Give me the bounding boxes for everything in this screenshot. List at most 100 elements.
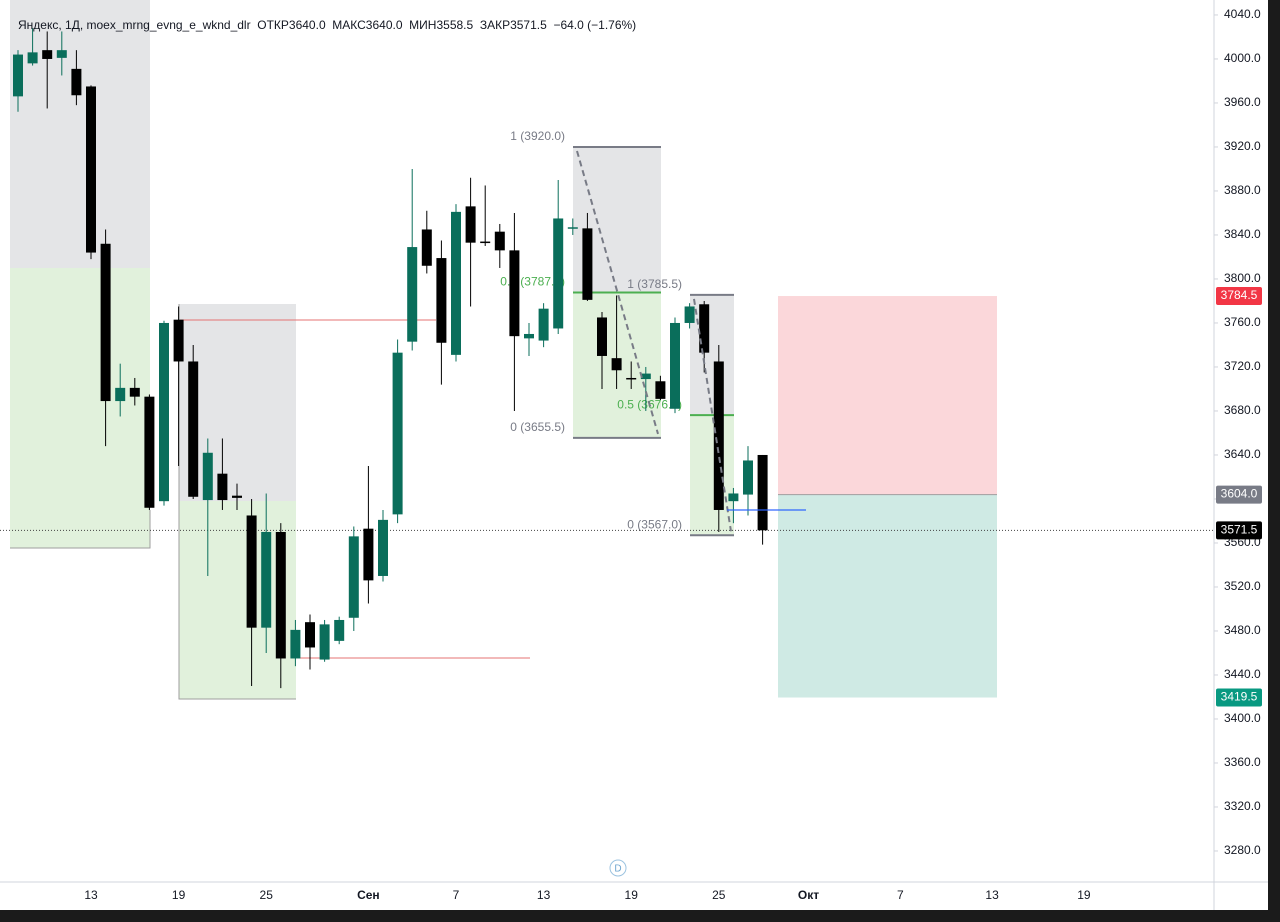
candle-body xyxy=(451,211,461,355)
y-tick-label: 4040.0 xyxy=(1224,7,1261,21)
candle-body xyxy=(713,361,724,510)
candle-body xyxy=(348,536,359,618)
candle-body xyxy=(217,473,228,501)
y-tick-label: 3960.0 xyxy=(1224,95,1261,109)
price-tag-label: 3571.5 xyxy=(1221,522,1258,536)
x-tick-label: 13 xyxy=(84,888,98,902)
price-tag-label: 3784.5 xyxy=(1221,288,1258,302)
y-tick-label: 3680.0 xyxy=(1224,403,1261,417)
candle-body xyxy=(655,381,666,399)
candle-body xyxy=(611,358,622,371)
y-tick-label: 3640.0 xyxy=(1224,447,1261,461)
price-tag xyxy=(1216,688,1262,707)
candle-body xyxy=(524,333,534,339)
x-tick-label: 19 xyxy=(1077,888,1091,902)
candle-body xyxy=(13,54,23,97)
candle-body xyxy=(261,531,272,628)
x-tick-label: 19 xyxy=(172,888,186,902)
y-tick-label: 3760.0 xyxy=(1224,315,1261,329)
candle-body xyxy=(494,231,505,251)
price-tag xyxy=(1216,521,1262,540)
price-tag xyxy=(1216,287,1262,306)
candle-body xyxy=(392,352,403,515)
x-tick-label: 13 xyxy=(537,888,551,902)
candle-body xyxy=(684,306,695,323)
target-zone xyxy=(778,494,997,698)
candle-body xyxy=(582,228,593,300)
candle-body xyxy=(144,396,155,508)
fib-lower xyxy=(690,415,734,536)
candle-body xyxy=(27,52,38,64)
y-tick-label: 3320.0 xyxy=(1224,799,1261,813)
candle-body xyxy=(232,495,242,498)
candle-body xyxy=(597,317,607,356)
y-tick-label: 3440.0 xyxy=(1224,667,1261,681)
x-tick-label: 25 xyxy=(260,888,274,902)
candle-body xyxy=(407,247,418,342)
candle-body xyxy=(626,377,637,380)
candle-body xyxy=(115,387,126,402)
candle-body xyxy=(480,241,491,244)
chart-title: Яндекс, 1Д, moex_mrng_evng_e_wknd_dlr ОТ… xyxy=(18,18,636,32)
candle-body xyxy=(290,629,301,659)
candle-body xyxy=(173,319,184,362)
x-tick-label: Окт xyxy=(798,888,819,902)
candle-body xyxy=(56,50,67,58)
candle-body xyxy=(699,304,710,353)
candle-body xyxy=(202,452,213,501)
y-tick-label: 3280.0 xyxy=(1224,843,1261,857)
candle-body xyxy=(42,50,53,59)
candle-body xyxy=(436,258,447,343)
candle-body xyxy=(728,493,739,502)
y-tick-label: 3480.0 xyxy=(1224,623,1261,637)
y-tick-label: 3520.0 xyxy=(1224,579,1261,593)
price-tag xyxy=(1216,485,1262,504)
fib-upper xyxy=(690,294,734,416)
candle-body xyxy=(86,86,96,253)
trend-line xyxy=(576,150,659,435)
y-tick-label: 3800.0 xyxy=(1224,271,1261,285)
candle-body xyxy=(465,206,476,243)
fib-label: 0 (3567.0) xyxy=(627,517,682,531)
candle-body xyxy=(670,322,680,409)
candle-body xyxy=(129,387,140,397)
x-tick-label: 25 xyxy=(712,888,726,902)
zone-border xyxy=(10,510,151,549)
candle-body xyxy=(159,322,169,502)
x-tick-label: 7 xyxy=(897,888,904,902)
candle-body xyxy=(757,454,768,531)
x-tick-label: 13 xyxy=(985,888,999,902)
candle-body xyxy=(305,622,315,648)
candle-body xyxy=(334,619,345,641)
fib-label: 0 (3655.5) xyxy=(510,420,565,434)
event-icon[interactable] xyxy=(609,859,627,877)
fib-label: 1 (3785.5) xyxy=(627,277,682,291)
y-tick-label: 3840.0 xyxy=(1224,227,1261,241)
zone-upper xyxy=(10,0,150,268)
candle-body xyxy=(421,229,432,266)
event-label[interactable]: D xyxy=(614,864,621,875)
x-tick-label: 19 xyxy=(625,888,639,902)
stop-zone xyxy=(778,296,997,495)
candle-body xyxy=(567,227,578,229)
y-tick-label: 4000.0 xyxy=(1224,51,1261,65)
zone-lower xyxy=(10,268,150,548)
candle-body xyxy=(71,68,82,96)
candle-body xyxy=(640,373,651,380)
y-tick-label: 3720.0 xyxy=(1224,359,1261,373)
candle-body xyxy=(509,250,520,337)
candle-body xyxy=(378,519,388,576)
y-tick-label: 3400.0 xyxy=(1224,711,1261,725)
candle-body xyxy=(188,361,199,497)
x-tick-label: 7 xyxy=(453,888,460,902)
y-tick-label: 3880.0 xyxy=(1224,183,1261,197)
candle-body xyxy=(319,624,330,660)
candle-body xyxy=(743,460,753,495)
candle-body xyxy=(538,308,549,341)
price-tag-label: 3419.5 xyxy=(1221,690,1258,704)
candle-body xyxy=(100,243,111,402)
candle-body xyxy=(246,515,257,628)
x-tick-label: Сен xyxy=(357,888,380,902)
fib-label: 1 (3920.0) xyxy=(510,129,565,143)
